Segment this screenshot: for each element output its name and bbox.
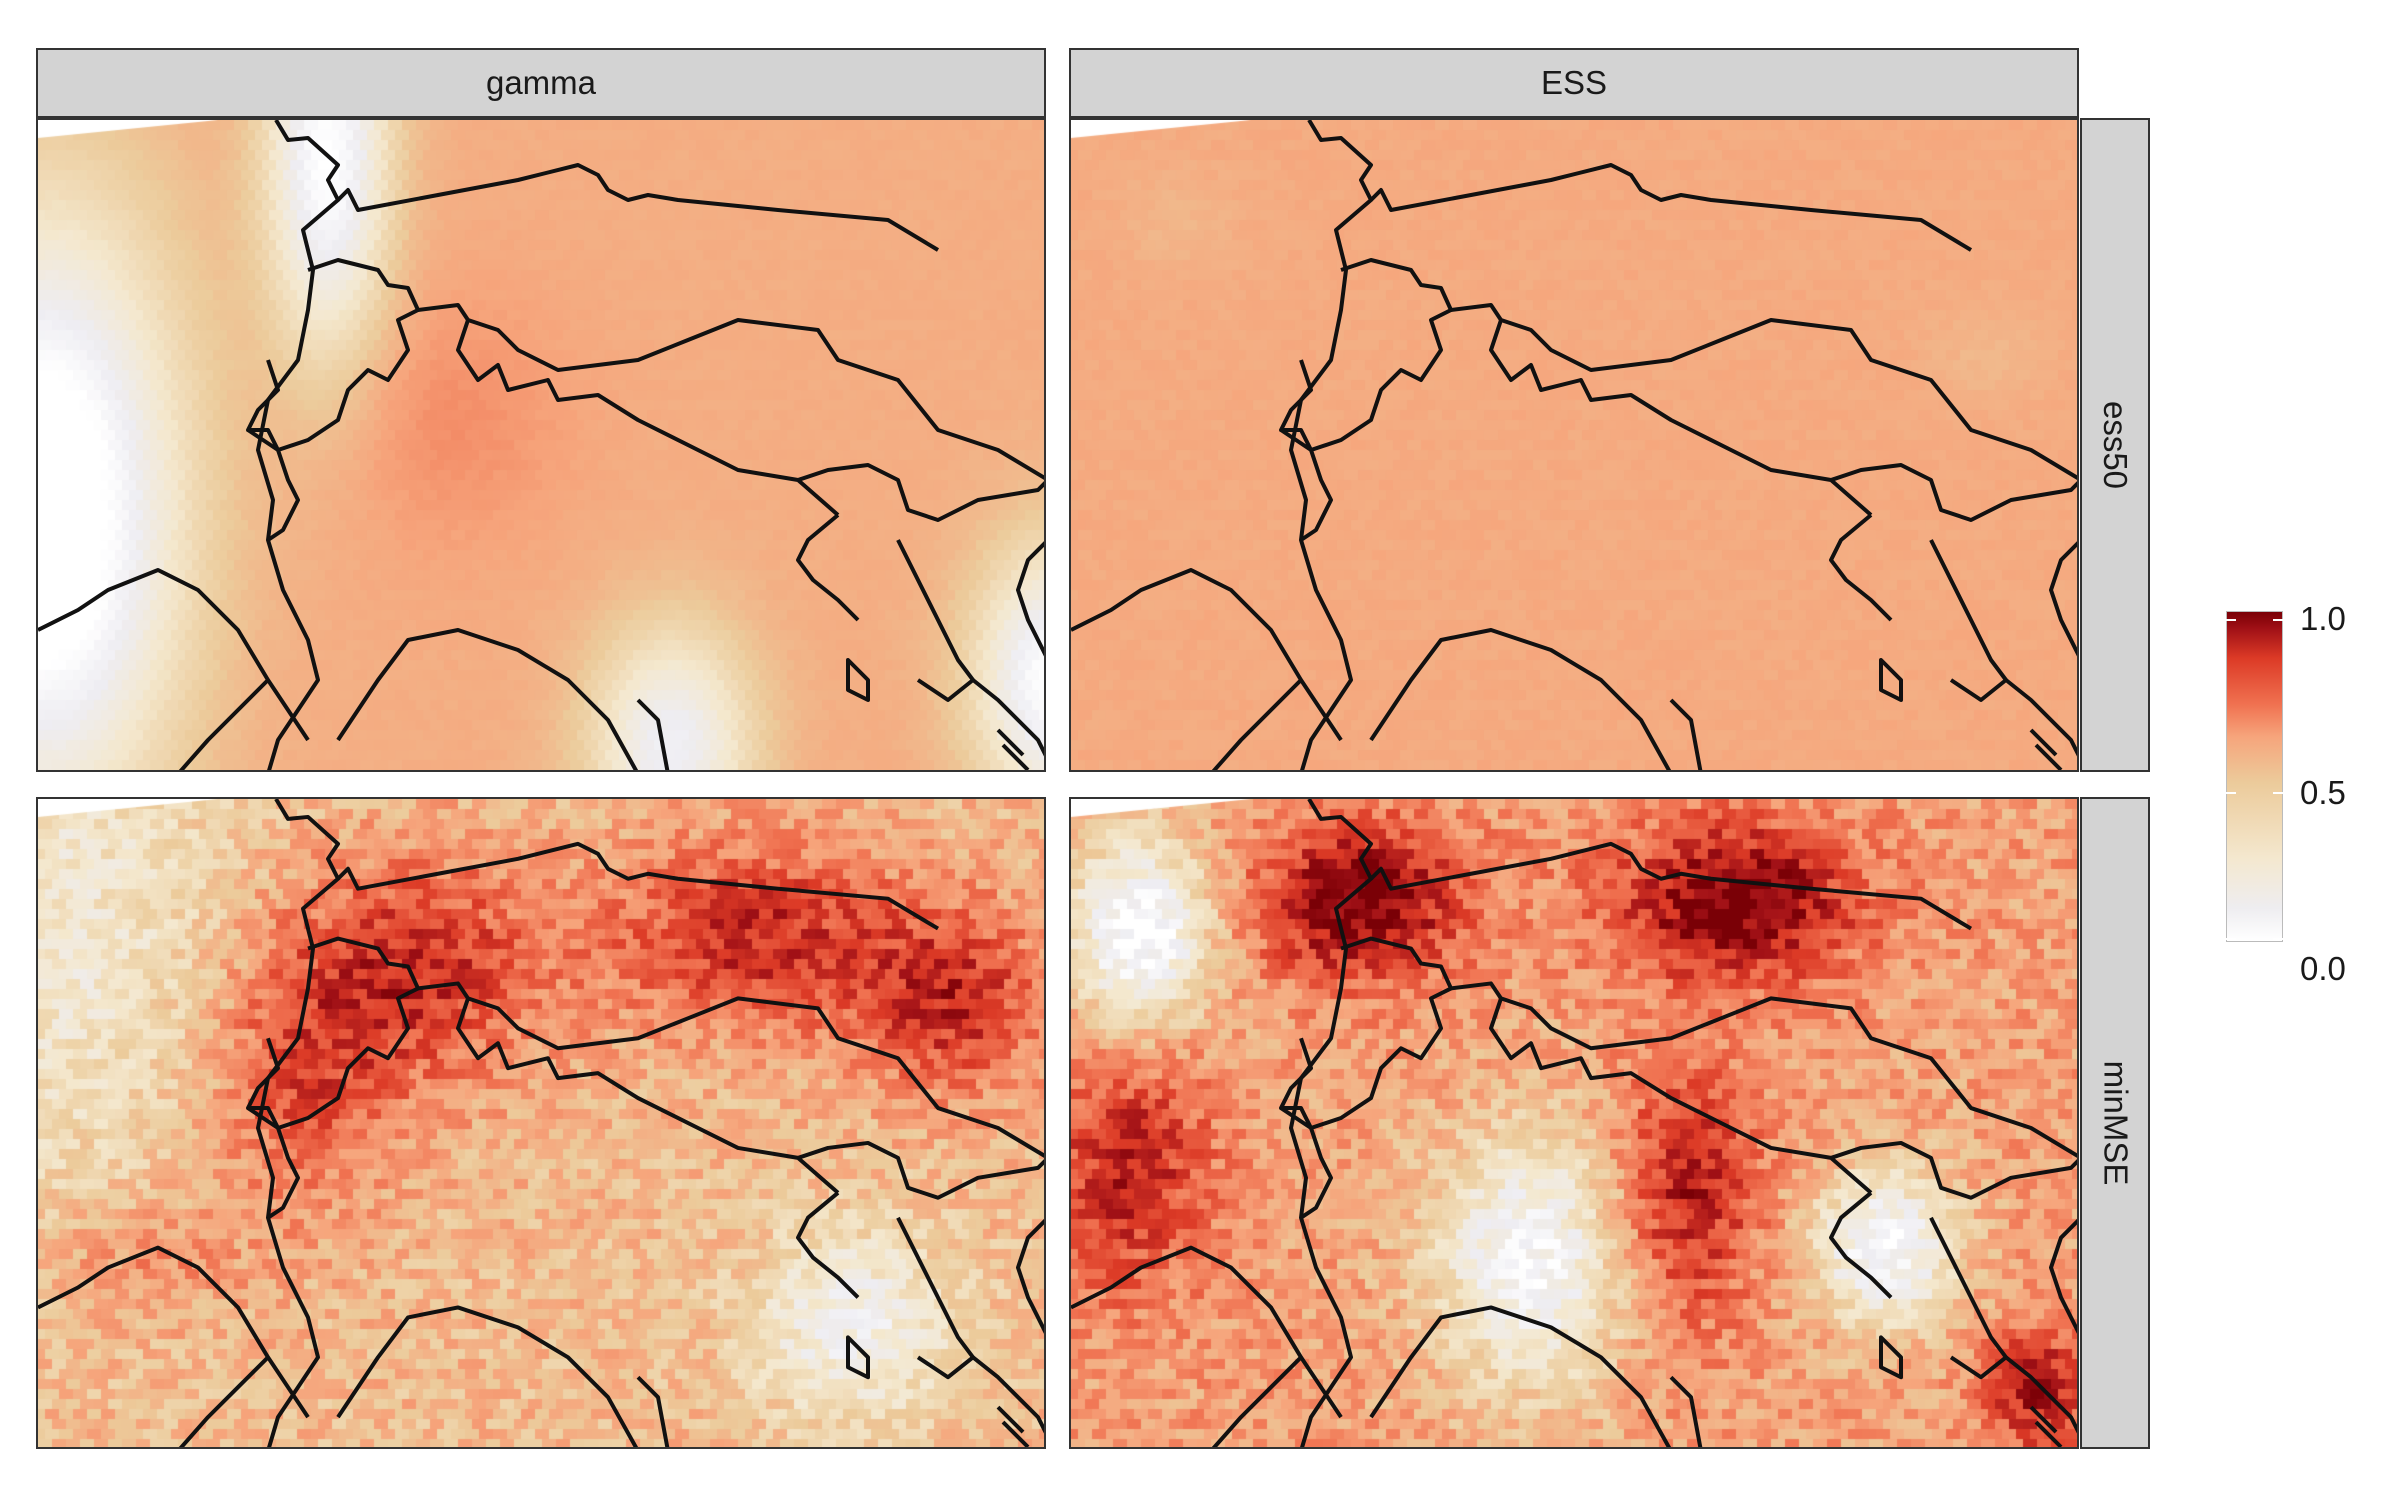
border-line (336, 628, 639, 770)
legend-tick (2273, 938, 2283, 940)
legend-tick-label-0-5: 0.5 (2300, 774, 2346, 811)
legend-tick (2273, 619, 2283, 621)
border-line (1369, 1305, 1672, 1447)
border-line (846, 1335, 870, 1380)
border-line (797, 1140, 1044, 1200)
border-line (1830, 1140, 2077, 1200)
legend-tick-label-0: 0.0 (2300, 950, 2346, 987)
border-line (1829, 513, 1893, 622)
map-panel-ess-minmse (1069, 797, 2079, 1449)
map-panel-gamma-ess50 (36, 118, 1046, 772)
border-line (246, 428, 300, 542)
border-line (1829, 1191, 1893, 1299)
border-line (1071, 568, 1343, 742)
border-line (336, 163, 940, 252)
border-line (1211, 1355, 1303, 1447)
border-line (178, 1355, 270, 1447)
border-line (896, 1216, 975, 1380)
facet-label-ess: ESS (1540, 64, 1608, 101)
legend-tick (2226, 938, 2236, 940)
legend-tick-label-1: 1.0 (2300, 600, 2346, 637)
border-line (2029, 1405, 2058, 1434)
border-line (1369, 628, 1672, 770)
border-line (1669, 698, 1703, 770)
border-line (417, 981, 1044, 1158)
border-line (636, 698, 670, 770)
legend-tick (2226, 792, 2236, 794)
border-line (1016, 1218, 1044, 1334)
facet-strip-ess: ESS (1069, 48, 2079, 118)
border-line (971, 1355, 1044, 1434)
border-line (246, 258, 420, 452)
border-line (1071, 1245, 1343, 1419)
border-line (456, 319, 840, 517)
map-panel-ess-ess50 (1069, 118, 2079, 772)
border-line (1830, 463, 2077, 522)
border-line (1879, 658, 1903, 702)
border-line (1279, 936, 1453, 1130)
facet-strip-ess50: ess50 (2080, 118, 2150, 772)
facet-strip-minmse: minMSE (2080, 797, 2150, 1449)
border-line (256, 120, 340, 770)
border-line (417, 303, 1044, 480)
legend-tick (2273, 792, 2283, 794)
border-line (178, 678, 270, 770)
border-line (796, 1191, 860, 1299)
facet-label-gamma: gamma (485, 64, 597, 101)
border-line (1489, 997, 1873, 1195)
border-line (1450, 981, 2077, 1158)
border-line (1369, 841, 1973, 931)
border-line (1016, 541, 1044, 657)
border-line (996, 728, 1025, 757)
country-borders (38, 799, 1044, 1447)
facet-label-ess50: ess50 (2097, 400, 2134, 490)
border-line (256, 799, 340, 1447)
border-line (797, 463, 1044, 522)
border-line (796, 513, 860, 622)
border-line (1369, 163, 1973, 252)
border-line (1289, 799, 1373, 1447)
border-line (246, 936, 420, 1130)
border-line (846, 658, 870, 702)
border-line (1929, 1216, 2008, 1380)
border-line (636, 1375, 670, 1447)
country-borders (1071, 120, 2077, 770)
border-line (1279, 258, 1453, 452)
border-line (1279, 1106, 1333, 1220)
border-line (246, 1106, 300, 1220)
border-line (1001, 743, 1030, 770)
border-line (336, 1305, 639, 1447)
border-line (1001, 1420, 1030, 1447)
border-line (1450, 303, 2077, 480)
border-line (2034, 1420, 2063, 1447)
border-line (971, 678, 1044, 757)
border-line (1279, 428, 1333, 542)
border-line (2049, 1218, 2077, 1334)
border-line (1929, 539, 2008, 702)
map-panel-gamma-minmse (36, 797, 1046, 1449)
border-line (1879, 1335, 1903, 1380)
legend-tick (2226, 619, 2236, 621)
country-borders (1071, 799, 2077, 1447)
colorbar-legend (2226, 611, 2283, 942)
border-line (1669, 1375, 1703, 1447)
border-line (336, 841, 940, 931)
border-line (2034, 743, 2063, 770)
facet-strip-gamma: gamma (36, 48, 1046, 118)
border-line (1289, 120, 1373, 770)
border-line (896, 539, 975, 702)
facet-label-minmse: minMSE (2097, 1060, 2134, 1186)
border-line (1211, 678, 1303, 770)
border-line (2004, 1355, 2077, 1434)
border-line (38, 1245, 310, 1419)
border-line (38, 568, 310, 742)
border-line (2004, 678, 2077, 757)
border-line (2049, 541, 2077, 657)
border-line (1489, 319, 1873, 517)
border-line (456, 997, 840, 1195)
border-line (996, 1405, 1025, 1434)
country-borders (38, 120, 1044, 770)
border-line (2029, 728, 2058, 757)
